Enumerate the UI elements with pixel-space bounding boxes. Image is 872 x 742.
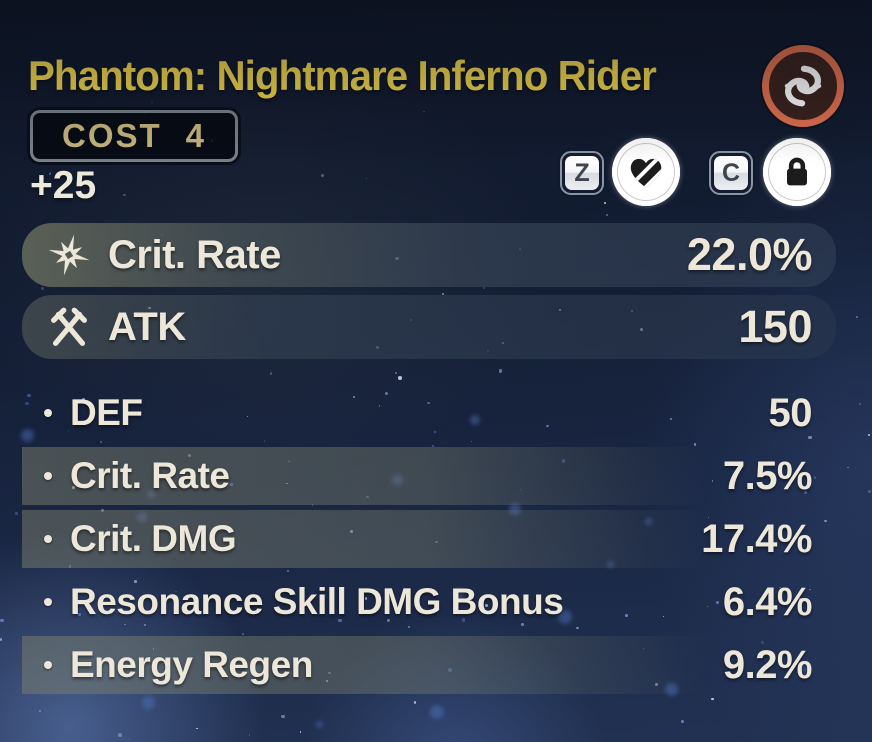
sub-stat-value: 50 <box>768 390 813 435</box>
key-hint-z-label: Z <box>565 156 599 190</box>
bullet-dot <box>44 535 52 543</box>
cost-badge: COST 4 <box>30 110 238 162</box>
main-stat-value: 22.0% <box>686 229 813 280</box>
main-stat-label: ATK <box>108 304 186 349</box>
lock-button[interactable] <box>763 138 831 206</box>
main-stat-row: ATK 150 <box>22 295 836 359</box>
key-hint-c-label: C <box>714 156 748 190</box>
favorite-button[interactable] <box>612 138 680 206</box>
sub-stat-value: 6.4% <box>722 579 813 624</box>
sub-stat-label: Crit. Rate <box>70 455 230 496</box>
sub-stat-label: Energy Regen <box>70 644 313 685</box>
sub-stat-value: 9.2% <box>722 642 813 687</box>
bullet-dot <box>44 472 52 480</box>
fusion-element-icon <box>762 45 844 127</box>
sub-stat-value: 17.4% <box>701 516 812 561</box>
main-stat-row: Crit. Rate 22.0% <box>22 223 836 287</box>
sub-stat-row: Crit. Rate 7.5% <box>22 447 836 505</box>
cost-value: 4 <box>185 117 207 154</box>
bullet-dot <box>44 409 52 417</box>
main-stat-value: 150 <box>738 301 812 352</box>
sub-stat-row: Resonance Skill DMG Bonus 6.4% <box>22 573 836 631</box>
bullet-dot <box>44 661 52 669</box>
crit-rate-icon <box>48 234 90 276</box>
lock-icon <box>787 157 807 186</box>
atk-swords-icon <box>51 307 87 346</box>
sub-stat-row: Energy Regen 9.2% <box>22 636 836 694</box>
echo-level: +25 <box>30 164 97 207</box>
sub-stat-label: Resonance Skill DMG Bonus <box>70 581 564 622</box>
sub-stat-value: 7.5% <box>722 453 813 498</box>
main-stat-label: Crit. Rate <box>108 232 281 277</box>
key-hint-z[interactable]: Z <box>560 151 604 195</box>
echo-title: Phantom: Nightmare Inferno Rider <box>28 52 657 99</box>
cost-label: COST <box>61 117 162 154</box>
bullet-dot <box>44 598 52 606</box>
sub-stat-label: DEF <box>70 392 143 433</box>
sub-stat-row: Crit. DMG 17.4% <box>22 510 836 568</box>
sub-stat-label: Crit. DMG <box>70 518 237 559</box>
heart-slashed-icon <box>630 158 662 188</box>
sub-stat-row: DEF 50 <box>22 384 836 442</box>
swirl-glyph <box>784 65 822 107</box>
key-hint-c[interactable]: C <box>709 151 753 195</box>
